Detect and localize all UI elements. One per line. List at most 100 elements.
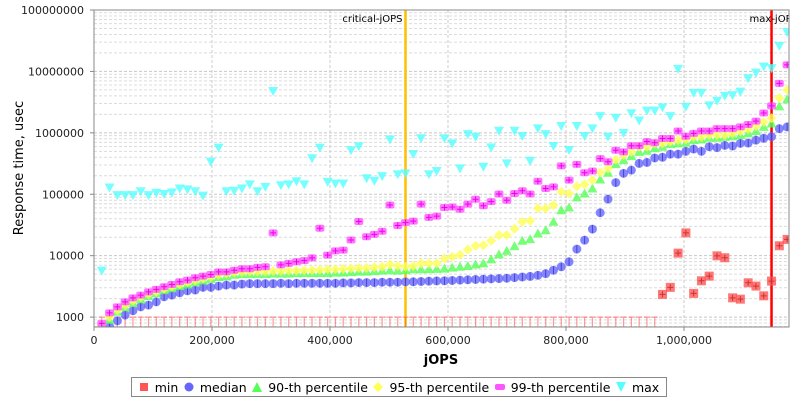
data-point (361, 263, 372, 274)
series-99-th-percentile (97, 61, 789, 327)
data-point (346, 236, 356, 244)
data-point (540, 203, 551, 214)
min-below-range-marker (309, 316, 316, 327)
data-point (728, 293, 738, 303)
data-point (307, 278, 317, 288)
data-point (144, 300, 154, 310)
series-min (98, 228, 789, 327)
min-below-range-marker (386, 316, 393, 327)
data-point (416, 264, 427, 274)
data-point (728, 125, 738, 133)
data-point (587, 167, 597, 175)
data-point (112, 303, 122, 311)
data-point (494, 274, 504, 284)
data-point (634, 158, 644, 168)
data-point (579, 131, 590, 141)
y-tick-label: 100000 (42, 188, 84, 201)
min-below-range-marker (316, 316, 323, 327)
legend: min median 90-th percentile 95-th percen… (131, 377, 667, 397)
data-point (338, 246, 348, 254)
min-below-range-marker (200, 316, 207, 327)
data-point (564, 176, 574, 184)
data-point (665, 134, 675, 142)
data-point (658, 152, 668, 162)
data-point (673, 64, 684, 74)
data-point (237, 265, 247, 273)
data-point (681, 228, 691, 238)
data-point (439, 134, 450, 144)
data-point (571, 181, 582, 192)
data-point (517, 131, 528, 141)
data-point (642, 157, 652, 167)
data-point (384, 265, 395, 275)
data-point (486, 274, 496, 284)
data-point (315, 278, 325, 288)
data-point (525, 234, 536, 244)
data-point (727, 91, 738, 101)
data-point (471, 274, 481, 284)
data-point (408, 150, 419, 160)
data-point (229, 186, 240, 196)
min-below-range-marker (589, 316, 596, 327)
data-point (330, 179, 341, 189)
data-point (525, 190, 535, 198)
data-point (385, 201, 395, 209)
y-axis: 1000 10000 100000 1000000 10000000 10000… (21, 4, 84, 324)
data-point (416, 134, 427, 144)
min-below-range-marker (238, 316, 245, 327)
data-point (743, 138, 753, 148)
square-marker-icon (494, 384, 505, 390)
data-point (525, 271, 535, 281)
data-point (681, 132, 691, 140)
data-point (159, 189, 170, 199)
data-point (579, 188, 590, 198)
data-point (743, 74, 754, 84)
data-point (478, 274, 488, 284)
data-point (704, 101, 715, 111)
data-point (353, 263, 364, 274)
data-point (159, 283, 169, 291)
data-point (112, 316, 122, 326)
critical-jops-label: critical-jOPS (342, 14, 402, 25)
min-below-range-marker (270, 316, 277, 327)
min-below-range-marker (262, 316, 269, 327)
data-point (548, 216, 559, 226)
min-below-range-marker (285, 316, 292, 327)
min-below-range-marker (355, 316, 362, 327)
data-point (603, 158, 613, 166)
min-below-range-marker (566, 316, 573, 327)
legend-item-90th: 90-th percentile (252, 380, 368, 395)
y-tick-label: 1000000 (35, 127, 84, 140)
data-point (673, 248, 683, 258)
data-point (455, 164, 466, 174)
data-point (774, 79, 784, 87)
data-point (532, 203, 543, 214)
data-point (478, 258, 489, 268)
diamond-marker-icon (373, 382, 384, 392)
data-point (283, 265, 294, 276)
min-below-range-marker (620, 316, 627, 327)
data-point (392, 260, 403, 271)
data-point (151, 285, 161, 293)
data-point (385, 277, 395, 287)
min-below-range-marker (511, 316, 518, 327)
data-point (626, 146, 637, 157)
data-point (564, 202, 575, 212)
data-point (486, 235, 497, 246)
min-below-range-marker (332, 316, 339, 327)
data-point (377, 261, 388, 272)
square-marker-icon (139, 383, 148, 391)
min-below-range-marker (301, 316, 308, 327)
data-point (455, 205, 465, 213)
data-point (587, 183, 598, 193)
data-point (463, 200, 473, 208)
series-median (105, 122, 789, 327)
data-point (471, 195, 481, 203)
data-point (291, 265, 302, 276)
data-point (619, 148, 629, 156)
data-point (470, 132, 481, 142)
min-below-range-marker (145, 316, 152, 327)
data-point (587, 124, 598, 134)
triangle-up-marker-icon (252, 382, 263, 392)
